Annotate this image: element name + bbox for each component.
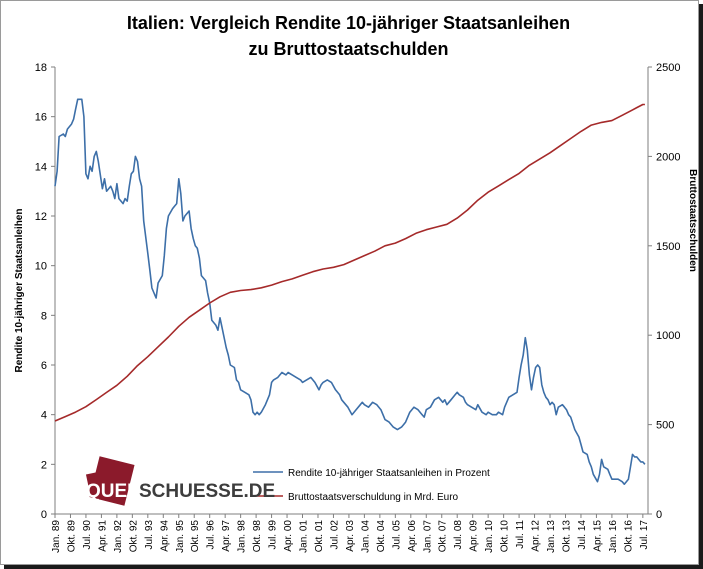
left-tick-label: 2	[41, 459, 47, 471]
x-tick-label: Jul. 96	[206, 520, 217, 550]
x-tick-label: Jan. 16	[608, 520, 619, 553]
x-tick-label: Jan. 04	[360, 520, 371, 553]
left-axis-title: Rendite 10-jähriger Staatsanleihen	[14, 209, 25, 373]
left-tick-label: 10	[35, 261, 47, 273]
left-tick-label: 16	[35, 112, 47, 124]
x-tick-label: Jul. 02	[329, 520, 340, 550]
right-tick-label: 0	[656, 509, 662, 521]
x-tick-label: Jan. 07	[422, 520, 433, 553]
chart-title-line-1: Italien: Vergleich Rendite 10-jähriger S…	[126, 13, 571, 33]
x-tick-label: Jan. 10	[484, 520, 495, 553]
x-tick-label: Apr. 12	[531, 520, 542, 552]
x-tick-label: Jan. 01	[299, 520, 310, 553]
x-tick-label: Okt. 16	[623, 520, 634, 553]
yield-series-line	[54, 98, 646, 485]
x-tick-label: Okt. 95	[190, 520, 201, 553]
left-tick-label: 14	[35, 161, 47, 173]
x-tick-label: Jul. 93	[144, 520, 155, 550]
left-tick-label: 12	[35, 211, 47, 223]
logo-text-schuesse: SCHUESSE.DE	[139, 481, 275, 502]
left-tick-label: 6	[41, 360, 47, 372]
chart-title: Italien: Vergleich Rendite 10-jähriger S…	[0, 10, 697, 62]
x-tick-label: Okt. 04	[376, 520, 387, 553]
x-tick-label: Apr. 00	[283, 520, 294, 552]
debt-series-line	[54, 103, 645, 422]
right-tick-label: 1500	[656, 241, 680, 253]
right-tick-label: 500	[656, 420, 674, 432]
x-tick-label: Okt. 13	[561, 520, 572, 553]
chart-lines	[54, 98, 646, 485]
legend-debt-label: Bruttostaatsverschuldung in Mrd. Euro	[288, 492, 459, 503]
x-tick-label: Jul. 05	[391, 520, 402, 550]
x-tick-label: Okt. 07	[438, 520, 449, 553]
chart-axes: 0 2 4 6 8 10 12 14 16 18 0 500 1000 1500 2000 2500 Jan. …	[14, 62, 698, 553]
x-tick-label: Jul. 08	[453, 520, 464, 550]
right-tick-label: 2000	[656, 151, 680, 163]
left-tick-label: 4	[41, 410, 47, 422]
left-tick-label: 18	[35, 62, 47, 74]
x-tick-label: Jan. 95	[175, 520, 186, 553]
x-tick-label: Apr. 94	[159, 520, 170, 552]
x-tick-label: Jan. 89	[51, 520, 62, 553]
right-tick-label: 1000	[656, 330, 680, 342]
x-tick-label: Jul. 90	[82, 520, 93, 550]
x-tick-label: Jan. 98	[237, 520, 248, 553]
x-tick-label: Okt. 01	[314, 520, 325, 553]
x-tick-label: Apr. 97	[221, 520, 232, 552]
x-tick-label: Jan. 13	[546, 520, 557, 553]
x-tick-label: Okt. 98	[252, 520, 263, 553]
x-tick-label: Jan. 92	[113, 520, 124, 553]
logo-box	[89, 456, 135, 506]
x-tick-label: Jul. 17	[639, 520, 650, 550]
x-tick-label: Apr. 91	[97, 520, 108, 552]
x-tick-label: Jul. 99	[268, 520, 279, 550]
x-tick-label: Okt. 10	[500, 520, 511, 553]
x-tick-label: Jul. 11	[515, 520, 526, 549]
x-tick-label: Apr. 09	[469, 520, 480, 552]
chart-legend: Rendite 10-jähriger Staatsanleihen in Pr…	[253, 468, 490, 503]
x-tick-label: Apr. 15	[592, 520, 603, 552]
x-tick-label: Okt. 89	[66, 520, 77, 553]
chart-title-line-2: zu Bruttostaatschulden	[248, 39, 449, 59]
legend-yield-label: Rendite 10-jähriger Staatsanleihen in Pr…	[288, 468, 490, 479]
x-tick-label: Jul. 14	[577, 520, 588, 550]
left-tick-label: 0	[41, 509, 47, 521]
left-tick-label: 8	[41, 310, 47, 322]
right-tick-label: 2500	[656, 62, 680, 74]
right-axis-title: Bruttostaatsschulden	[687, 169, 698, 272]
logo-text-quer: QUER	[86, 481, 141, 502]
x-tick-label: Apr. 06	[407, 520, 418, 552]
x-tick-label: Apr. 03	[345, 520, 356, 552]
x-tick-label: Okt. 92	[128, 520, 139, 553]
